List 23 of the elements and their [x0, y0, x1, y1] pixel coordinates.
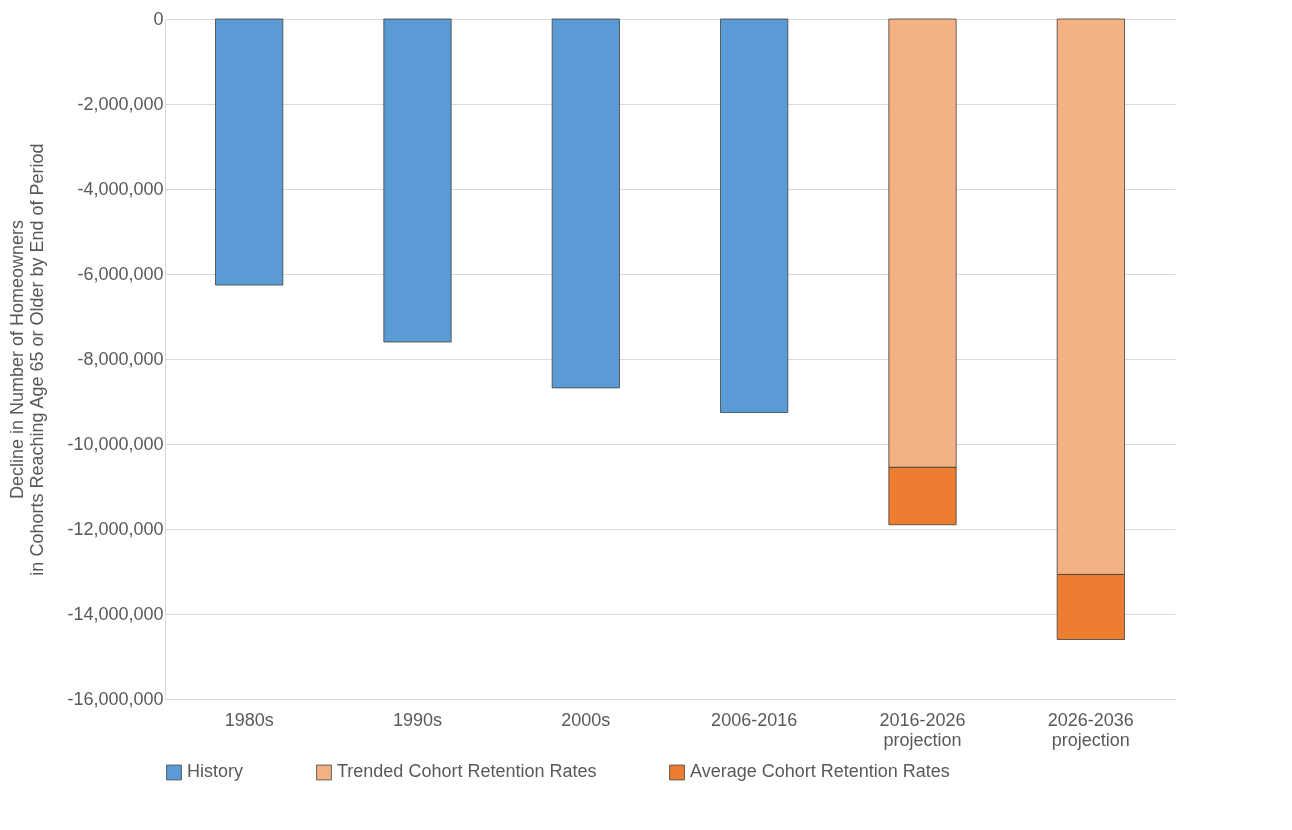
y-tick-label: -4,000,000 — [77, 178, 164, 199]
y-tick-label: -8,000,000 — [77, 348, 164, 369]
x-tick-label: 1990s — [392, 709, 443, 730]
y-tick-label: 0 — [153, 8, 164, 29]
y-tick-label: -2,000,000 — [77, 93, 164, 114]
legend-label: Trended Cohort Retention Rates — [337, 761, 597, 782]
y-tick-label: -6,000,000 — [77, 263, 164, 284]
x-tick-label: 1980s — [224, 709, 274, 730]
legend-label: History — [187, 761, 244, 782]
bar — [383, 18, 452, 343]
bar — [551, 18, 620, 389]
bar — [720, 18, 789, 413]
bar — [215, 18, 284, 286]
y-tick-label: -10,000,000 — [67, 433, 164, 454]
legend-label: Average Cohort Retention Rates — [690, 761, 950, 782]
x-tick-label: 2016-2026 projection — [879, 709, 966, 750]
x-tick-label: 2026-2036 projection — [1047, 709, 1134, 750]
y-tick-label: -12,000,000 — [67, 518, 164, 539]
x-tick-label: 2000s — [561, 709, 611, 730]
y-tick-label: -16,000,000 — [67, 688, 164, 709]
x-tick-label: 2006-2016 — [711, 709, 798, 730]
y-tick-label: -14,000,000 — [67, 603, 164, 624]
y-axis-title: Decline in Number of Homeowners in Cohorts Reaching Age 65 or Older by End of Period — [7, 143, 48, 576]
